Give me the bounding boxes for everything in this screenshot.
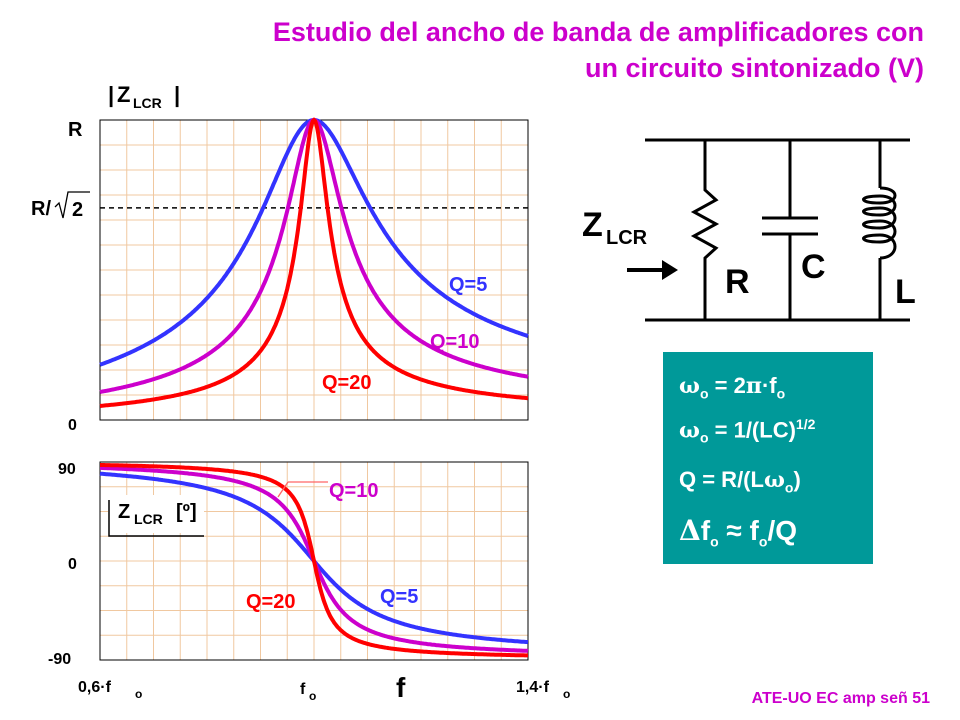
- formula-box: ωo = 2π·fo ωo = 1/(LC)1/2 Q = R/(Lωo) Δf…: [663, 352, 873, 564]
- capacitor-symbol: [762, 140, 818, 320]
- magnitude-grid: [100, 120, 528, 420]
- phase-ylabel-units: [º]: [176, 501, 197, 523]
- y-tick-r: R: [68, 119, 83, 141]
- phase-ylabel: Z: [118, 501, 130, 523]
- title-line-2: un circuito sintonizado (V): [585, 53, 924, 83]
- inductor-label: L: [895, 273, 916, 311]
- magnitude-label-q10: Q=10: [430, 331, 479, 353]
- formula-quality-factor: Q = R/(Lωo): [679, 467, 801, 496]
- phase-ylabel-sub: LCR: [134, 511, 163, 527]
- x-tick-fo-sub: o: [309, 689, 316, 703]
- sqrt-symbol: [54, 191, 90, 219]
- y-tick-zero: 0: [68, 417, 77, 434]
- phase-chart: Z LCR [º] Q=10 Q=5 Q=20 90 0 -90 0,6·f o…: [48, 461, 570, 703]
- y-tick-r-sqrt2: R/: [31, 198, 51, 220]
- lcr-circuit: [645, 138, 910, 322]
- magnitude-chart: | Z LCR | R R/ 2 0 Q=5 Q=10 Q=20: [31, 82, 529, 434]
- y-tick-minus-90: -90: [48, 651, 71, 668]
- magnitude-ylabel-bar-right: |: [174, 82, 180, 107]
- formula-bandwidth: Δfo ≈ fo/Q: [679, 514, 797, 550]
- page-title: Estudio del ancho de banda de amplificad…: [164, 14, 924, 86]
- x-tick-fo: f: [300, 681, 306, 698]
- title-line-1: Estudio del ancho de banda de amplificad…: [272, 17, 924, 47]
- phase-label-q10: Q=10: [329, 480, 378, 502]
- footer-caption: ATE-UO EC amp señ 51: [751, 690, 930, 707]
- magnitude-label-q5: Q=5: [449, 274, 487, 296]
- circuit-z-label: Z: [582, 206, 603, 244]
- x-axis-label: f: [396, 672, 406, 703]
- inductor-symbol: [862, 186, 897, 260]
- resistor-label: R: [725, 263, 750, 301]
- input-arrow-icon: [627, 260, 678, 280]
- phase-label-q20: Q=20: [246, 591, 295, 613]
- magnitude-label-q20: Q=20: [322, 372, 371, 394]
- phase-ylabel-angle-symbol: [108, 500, 204, 537]
- phase-label-q5: Q=5: [380, 586, 418, 608]
- x-tick-1-4fo-sub: o: [563, 687, 570, 701]
- x-tick-0-6fo: 0,6·f: [78, 679, 112, 696]
- q10-leader-line: [277, 481, 289, 498]
- magnitude-ylabel-bar-left: |: [108, 82, 114, 107]
- x-tick-1-4fo: 1,4·f: [516, 679, 550, 696]
- capacitor-label: C: [801, 248, 826, 286]
- formula-angular-frequency: ωo = 2π·fo: [679, 373, 786, 402]
- phase-curves: [99, 463, 529, 658]
- resistor-symbol: [690, 140, 720, 320]
- phase-ylabel-bg: [108, 495, 204, 533]
- magnitude-curves: [99, 117, 529, 408]
- y-tick-sqrt2-radicand: 2: [72, 199, 83, 221]
- phase-frame: [99, 461, 529, 661]
- y-tick-0: 0: [68, 556, 77, 573]
- phase-curve-q20: [100, 463, 528, 658]
- circuit-z-sub: LCR: [606, 227, 648, 249]
- y-tick-90: 90: [58, 461, 76, 478]
- x-tick-0-6fo-sub: o: [135, 687, 142, 701]
- formula-resonance: ωo = 1/(LC)1/2: [679, 416, 816, 446]
- magnitude-ylabel-sub: LCR: [133, 95, 162, 111]
- magnitude-ylabel: Z: [117, 82, 130, 107]
- magnitude-curve-q20: [99, 117, 529, 408]
